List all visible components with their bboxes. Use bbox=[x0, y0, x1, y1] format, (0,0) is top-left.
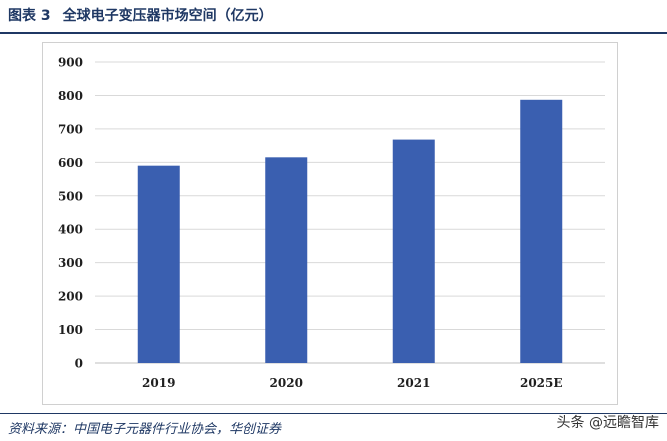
bar-2020 bbox=[265, 157, 308, 363]
y-tick-label: 900 bbox=[58, 56, 83, 70]
y-tick-label: 500 bbox=[58, 189, 83, 203]
bar-2019 bbox=[137, 165, 180, 363]
footer-rule bbox=[0, 413, 667, 414]
figure-label: 图表 3 bbox=[8, 8, 51, 24]
y-tick-label: 0 bbox=[75, 357, 83, 371]
x-tick-label: 2019 bbox=[142, 376, 175, 390]
y-tick-label: 300 bbox=[58, 256, 83, 270]
bar-2021 bbox=[392, 139, 435, 363]
watermark: 头条 @远瞻智库 bbox=[556, 415, 659, 431]
y-tick-label: 400 bbox=[58, 223, 83, 237]
y-tick-label: 100 bbox=[58, 323, 83, 337]
figure-title: 全球电子变压器市场空间（亿元） bbox=[62, 8, 273, 24]
bar-chart: 0 100 200 300 400 500 600 700 800 900 2019 2020 2021… bbox=[58, 56, 605, 390]
x-tick-label: 2021 bbox=[397, 376, 430, 390]
source-note: 资料来源：中国电子元器件行业协会，华创证券 bbox=[8, 422, 282, 437]
header-rule bbox=[0, 32, 667, 34]
y-tick-label: 200 bbox=[58, 290, 83, 304]
y-tick-label: 600 bbox=[58, 156, 83, 170]
bar-2025E bbox=[520, 99, 563, 363]
y-tick-label: 700 bbox=[58, 122, 83, 136]
x-tick-label: 2025E bbox=[520, 376, 563, 390]
chart-frame: 0 100 200 300 400 500 600 700 800 900 2019 2020 2021… bbox=[42, 42, 618, 405]
y-tick-label: 800 bbox=[58, 89, 83, 103]
figure-header: 图表 3 全球电子变压器市场空间（亿元） bbox=[8, 4, 273, 26]
x-tick-label: 2020 bbox=[270, 376, 303, 390]
